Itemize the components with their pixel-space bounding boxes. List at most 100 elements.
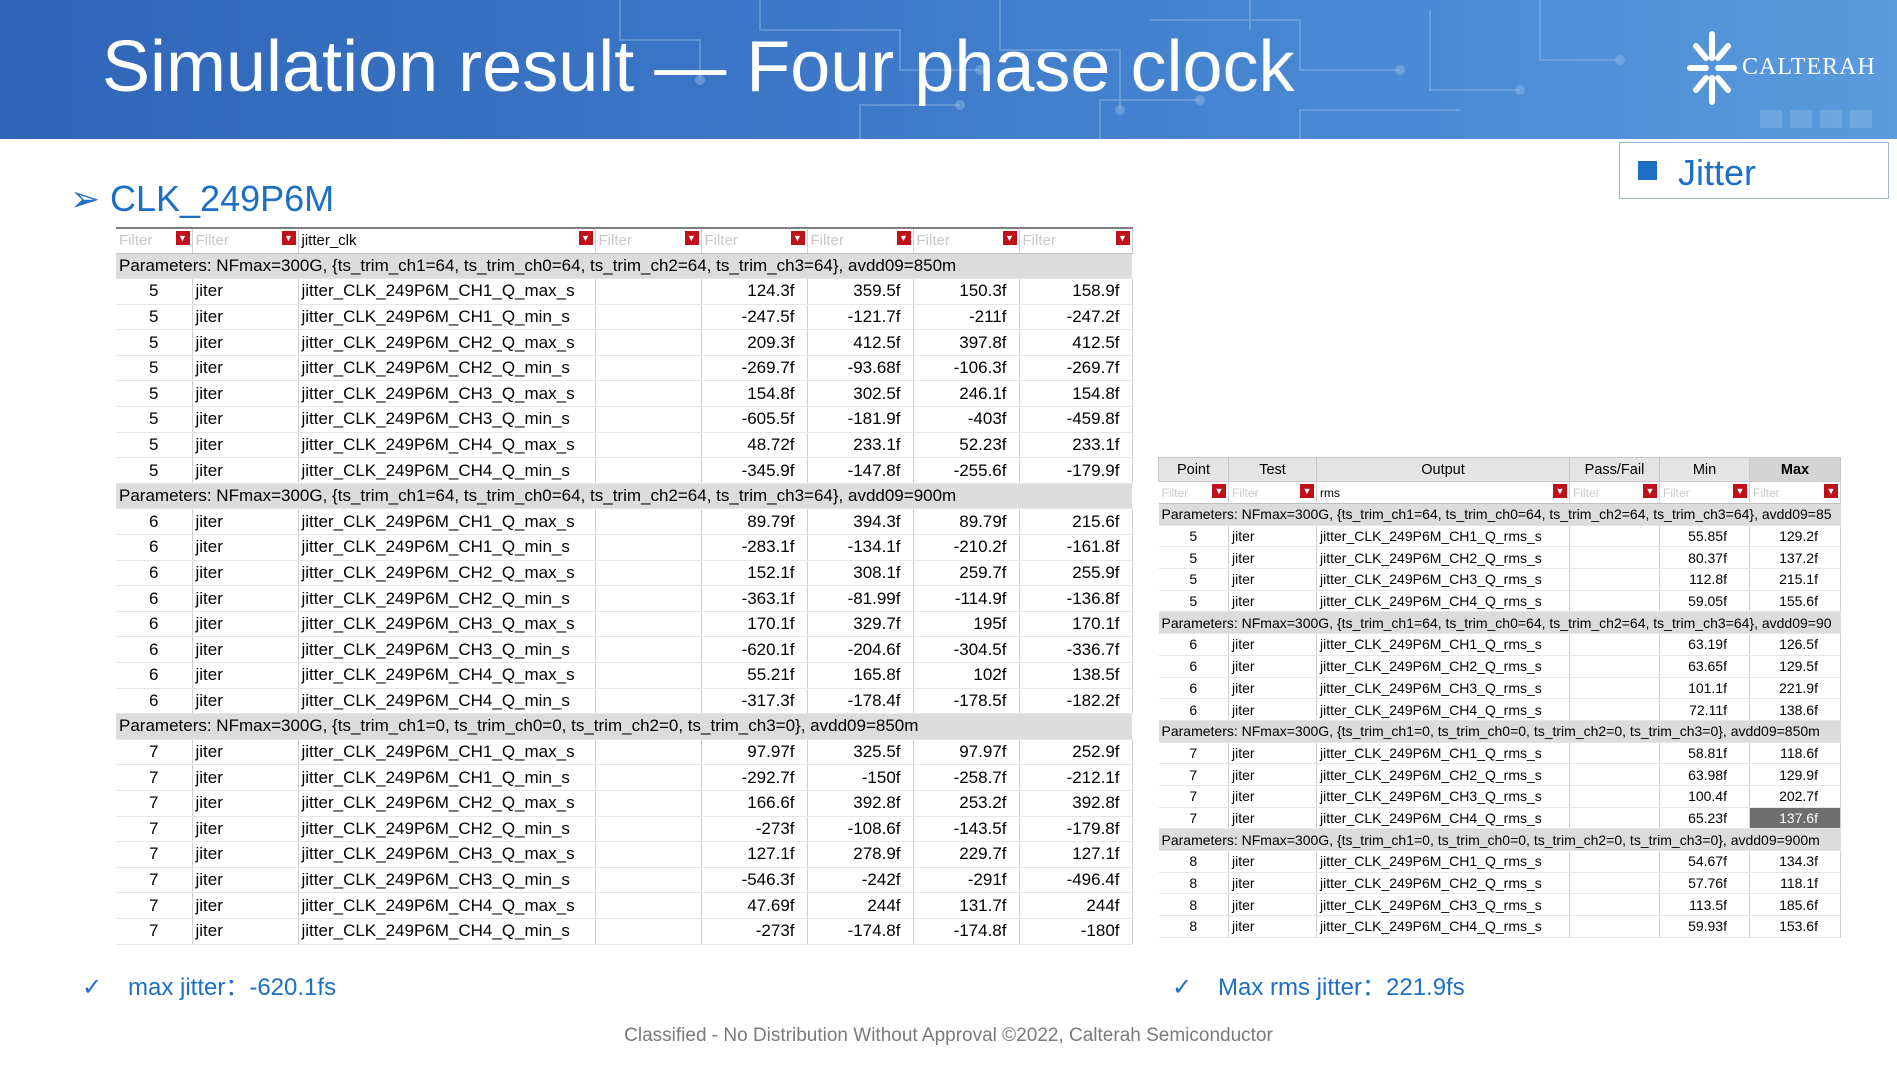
table-row[interactable]: 7 jiter jitter_CLK_249P6M_CH4_Q_rms_s 65.23…: [1158, 807, 1841, 830]
table-row[interactable]: 6 jiter jitter_CLK_249P6M_CH4_Q_min_s -317.…: [116, 688, 1133, 715]
table-row[interactable]: 6 jiter jitter_CLK_249P6M_CH3_Q_min_s -620.…: [116, 636, 1133, 663]
table-row[interactable]: 5 jiter jitter_CLK_249P6M_CH1_Q_min_s -247.…: [116, 304, 1133, 331]
table-cell: 7: [116, 816, 193, 843]
table-row[interactable]: 8 jiter jitter_CLK_249P6M_CH3_Q_rms_s 113.5…: [1158, 893, 1841, 917]
filter-input[interactable]: Filter ▼: [1019, 227, 1133, 254]
table-row[interactable]: 5 jiter jitter_CLK_249P6M_CH3_Q_rms_s 112.8…: [1158, 568, 1841, 591]
table-cell: [1569, 742, 1660, 765]
filter-icon[interactable]: ▼: [1002, 231, 1017, 245]
filter-icon[interactable]: ▼: [684, 231, 699, 245]
table-cell: 5: [1158, 568, 1229, 591]
table-row[interactable]: 7 jiter jitter_CLK_249P6M_CH2_Q_max_s 166.6…: [116, 790, 1133, 817]
filter-icon[interactable]: ▼: [1553, 484, 1567, 498]
table-cell: 170.1f: [1019, 611, 1133, 638]
table-row[interactable]: 5 jiter jitter_CLK_249P6M_CH2_Q_min_s -269.…: [116, 355, 1133, 382]
filter-icon[interactable]: ▼: [175, 231, 190, 245]
table-cell: -620.1f: [701, 636, 808, 663]
table-row[interactable]: 6 jiter jitter_CLK_249P6M_CH4_Q_max_s 55.21…: [116, 662, 1133, 689]
table-row[interactable]: 6 jiter jitter_CLK_249P6M_CH1_Q_min_s -283.…: [116, 534, 1133, 561]
filter-input[interactable]: Filter ▼: [913, 227, 1020, 254]
filter-icon[interactable]: ▼: [1824, 484, 1838, 498]
table-cell: jiter: [1228, 568, 1317, 591]
check-icon: ✓: [1172, 974, 1193, 1001]
table-cell: jiter: [192, 918, 299, 945]
filter-input[interactable]: jitter_clk ▼: [298, 227, 596, 254]
table-row[interactable]: 7 jiter jitter_CLK_249P6M_CH4_Q_min_s -273f…: [116, 918, 1133, 945]
filter-input[interactable]: Filter ▼: [116, 227, 193, 254]
filter-icon[interactable]: ▼: [1733, 484, 1747, 498]
table-cell: 165.8f: [807, 662, 914, 689]
filter-icon[interactable]: ▼: [1643, 484, 1657, 498]
table-row[interactable]: 5 jiter jitter_CLK_249P6M_CH2_Q_max_s 209.3…: [116, 329, 1133, 356]
table-cell: jitter_CLK_249P6M_CH2_Q_max_s: [298, 790, 596, 817]
table-cell: jitter_CLK_249P6M_CH3_Q_max_s: [298, 380, 596, 408]
filter-icon[interactable]: ▼: [1115, 231, 1130, 245]
filter-input[interactable]: Filter ▼: [1228, 481, 1317, 504]
table-row[interactable]: 7 jiter jitter_CLK_249P6M_CH3_Q_min_s -546.…: [116, 867, 1133, 894]
table-cell: [595, 636, 702, 663]
column-header[interactable]: Test: [1228, 457, 1317, 482]
table-row[interactable]: 8 jiter jitter_CLK_249P6M_CH2_Q_rms_s 57.76…: [1158, 872, 1841, 895]
parameter-text: Parameters: NFmax=300G, {ts_trim_ch1=64,…: [1158, 503, 1841, 526]
table-row[interactable]: 5 jiter jitter_CLK_249P6M_CH1_Q_rms_s 55.85…: [1158, 525, 1841, 548]
filter-input[interactable]: Filter ▼: [1569, 481, 1660, 504]
table-cell: jitter_CLK_249P6M_CH1_Q_min_s: [298, 304, 596, 331]
table-cell: 57.76f: [1659, 872, 1750, 895]
table-row[interactable]: 5 jiter jitter_CLK_249P6M_CH3_Q_max_s 154.8…: [116, 380, 1133, 408]
filter-icon[interactable]: ▼: [790, 231, 805, 245]
table-row[interactable]: 7 jiter jitter_CLK_249P6M_CH3_Q_max_s 127.1…: [116, 841, 1133, 868]
table-row[interactable]: 7 jiter jitter_CLK_249P6M_CH2_Q_min_s -273f…: [116, 816, 1133, 843]
filter-input[interactable]: Filter ▼: [595, 227, 702, 254]
table-cell: 6: [116, 636, 193, 663]
table-cell: 89.79f: [913, 508, 1020, 536]
table-row[interactable]: 6 jiter jitter_CLK_249P6M_CH2_Q_max_s 152.1…: [116, 560, 1133, 587]
table-cell: jiter: [1228, 850, 1317, 873]
table-row[interactable]: 5 jiter jitter_CLK_249P6M_CH4_Q_max_s 48.72…: [116, 432, 1133, 459]
table-row[interactable]: 7 jiter jitter_CLK_249P6M_CH4_Q_max_s 47.69…: [116, 892, 1133, 919]
filter-input[interactable]: rms ▼: [1316, 481, 1570, 504]
filter-icon[interactable]: ▼: [281, 231, 296, 245]
filter-input[interactable]: Filter ▼: [807, 227, 914, 254]
column-header[interactable]: Min: [1659, 457, 1750, 482]
table-cell: -134.1f: [807, 534, 914, 561]
table-row[interactable]: 7 jiter jitter_CLK_249P6M_CH2_Q_rms_s 63.98…: [1158, 763, 1841, 786]
table-cell: -258.7f: [913, 764, 1020, 791]
table-row[interactable]: 5 jiter jitter_CLK_249P6M_CH1_Q_max_s 124.3…: [116, 278, 1133, 305]
table-row[interactable]: 6 jiter jitter_CLK_249P6M_CH4_Q_rms_s 72.11…: [1158, 698, 1841, 721]
table-row[interactable]: 8 jiter jitter_CLK_249P6M_CH1_Q_rms_s 54.67…: [1158, 850, 1841, 873]
table-cell: [595, 892, 702, 919]
table-row[interactable]: 6 jiter jitter_CLK_249P6M_CH3_Q_rms_s 101.1…: [1158, 677, 1841, 700]
table-row[interactable]: 5 jiter jitter_CLK_249P6M_CH3_Q_min_s -605.…: [116, 406, 1133, 433]
table-row[interactable]: 7 jiter jitter_CLK_249P6M_CH3_Q_rms_s 100.4…: [1158, 785, 1841, 808]
table-cell: [1569, 655, 1660, 678]
table-row[interactable]: 5 jiter jitter_CLK_249P6M_CH4_Q_rms_s 59.05…: [1158, 590, 1841, 613]
table-cell: [1569, 850, 1660, 873]
table-cell: -345.9f: [701, 457, 808, 484]
table-cell: [1569, 893, 1660, 917]
table-row[interactable]: 6 jiter jitter_CLK_249P6M_CH2_Q_rms_s 63.65…: [1158, 655, 1841, 678]
column-header[interactable]: Point: [1158, 457, 1229, 482]
table-row[interactable]: 7 jiter jitter_CLK_249P6M_CH1_Q_min_s -292.…: [116, 764, 1133, 791]
column-header[interactable]: Pass/Fail: [1569, 457, 1660, 482]
filter-icon[interactable]: ▼: [1300, 484, 1314, 498]
filter-icon[interactable]: ▼: [896, 231, 911, 245]
filter-input[interactable]: Filter ▼: [1749, 481, 1841, 504]
table-row[interactable]: 6 jiter jitter_CLK_249P6M_CH2_Q_min_s -363.…: [116, 585, 1133, 612]
filter-input[interactable]: Filter ▼: [1158, 481, 1229, 504]
table-row[interactable]: 7 jiter jitter_CLK_249P6M_CH1_Q_max_s 97.97…: [116, 739, 1133, 766]
filter-icon[interactable]: ▼: [578, 231, 593, 245]
table-row[interactable]: 5 jiter jitter_CLK_249P6M_CH4_Q_min_s -345.…: [116, 457, 1133, 484]
filter-placeholder: Filter: [916, 232, 950, 250]
table-row[interactable]: 5 jiter jitter_CLK_249P6M_CH2_Q_rms_s 80.37…: [1158, 546, 1841, 570]
filter-icon[interactable]: ▼: [1212, 484, 1226, 498]
table-row[interactable]: 6 jiter jitter_CLK_249P6M_CH3_Q_max_s 170.1…: [116, 611, 1133, 638]
filter-input[interactable]: Filter ▼: [192, 227, 299, 254]
table-row[interactable]: 6 jiter jitter_CLK_249P6M_CH1_Q_max_s 89.79…: [116, 508, 1133, 536]
column-header[interactable]: Max: [1749, 457, 1841, 482]
table-row[interactable]: 8 jiter jitter_CLK_249P6M_CH4_Q_rms_s 59.93…: [1158, 915, 1841, 938]
table-row[interactable]: 7 jiter jitter_CLK_249P6M_CH1_Q_rms_s 58.81…: [1158, 742, 1841, 765]
table-row[interactable]: 6 jiter jitter_CLK_249P6M_CH1_Q_rms_s 63.19…: [1158, 633, 1841, 656]
filter-input[interactable]: Filter ▼: [1659, 481, 1750, 504]
filter-input[interactable]: Filter ▼: [701, 227, 808, 254]
column-header[interactable]: Output: [1316, 457, 1570, 482]
